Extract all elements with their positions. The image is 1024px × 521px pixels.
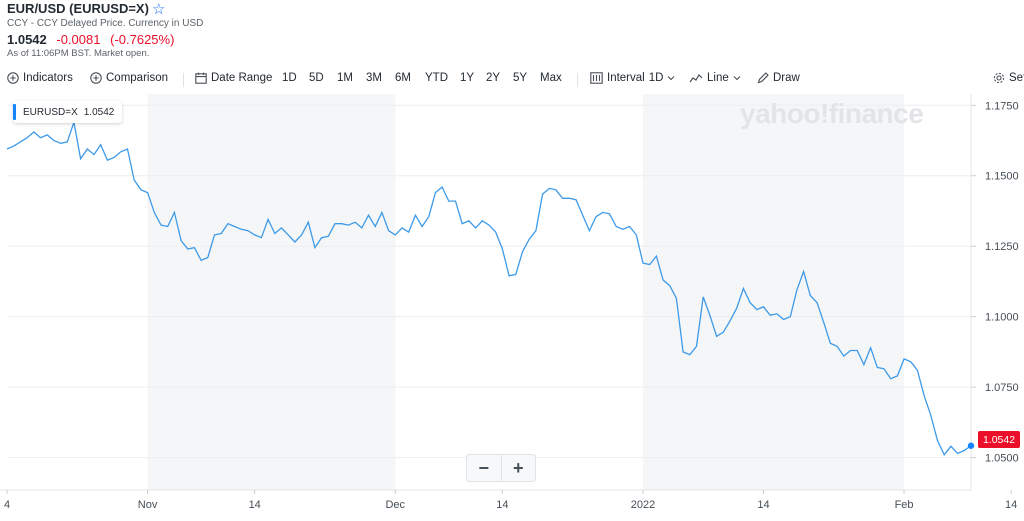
current-price: 1.0542: [7, 32, 47, 47]
x-tick-label: 14: [757, 499, 769, 511]
indicators-button[interactable]: Indicators: [7, 72, 73, 84]
y-axis-labels: 1.0500 1.0750 1.1000 1.1250 1.1500 1.1750: [985, 100, 1019, 464]
draw-button[interactable]: Draw: [757, 72, 800, 84]
range-5d-button[interactable]: 5D: [309, 72, 324, 84]
page-title: EUR/USD (EURUSD=X): [7, 1, 149, 16]
price-change: -0.0081: [56, 32, 101, 47]
chart-toolbar: Indicators Comparison Date Range 1D 5D 1…: [0, 66, 1024, 94]
price-change-percent: (-0.7625%): [110, 32, 175, 47]
y-tick-label: 1.1500: [985, 171, 1019, 183]
gear-icon: [993, 72, 1005, 84]
x-tick-label: 4: [4, 499, 10, 511]
yahoo-finance-watermark: yahoo!finance: [740, 98, 924, 129]
calendar-icon: [195, 72, 207, 84]
price-chart[interactable]: 1.0500 1.0750 1.1000 1.1250 1.1500 1.1750 4 No…: [0, 94, 1024, 521]
draw-label: Draw: [773, 72, 800, 84]
plus-circle-icon: [7, 72, 19, 84]
quote-subtitle: CCY - CCY Delayed Price. Currency in USD: [7, 18, 204, 29]
settings-button[interactable]: Set: [993, 72, 1024, 84]
x-axis-labels: 4Nov14Dec14202214Feb14Mar14Apr14May: [4, 490, 1017, 511]
last-price-label: 1.0542: [978, 431, 1020, 448]
range-6m-button[interactable]: 6M: [395, 72, 411, 84]
zoom-out-button[interactable]: −: [467, 455, 502, 481]
period-band: [147, 94, 396, 490]
interval-dropdown[interactable]: Interval 1D: [590, 72, 675, 84]
star-icon[interactable]: ☆: [152, 1, 166, 18]
price-line-series: [6, 121, 972, 457]
last-price-dot: [967, 442, 975, 449]
range-max-button[interactable]: Max: [540, 72, 562, 84]
y-tick-label: 1.1750: [985, 100, 1019, 112]
interval-value: 1D: [648, 72, 664, 84]
range-ytd-button[interactable]: YTD: [425, 72, 448, 84]
comparison-button[interactable]: Comparison: [90, 72, 168, 84]
x-tick-label: Feb: [895, 499, 914, 511]
zoom-in-button[interactable]: +: [512, 457, 524, 478]
date-range-button[interactable]: Date Range: [195, 72, 272, 84]
date-range-label: Date Range: [211, 72, 273, 84]
x-tick-label: 14: [1005, 499, 1017, 511]
line-chart-icon: [689, 74, 703, 83]
comparison-label: Comparison: [106, 72, 168, 84]
x-tick-label: 14: [496, 499, 508, 511]
range-1d-button[interactable]: 1D: [282, 72, 297, 84]
x-tick-label: 14: [249, 499, 261, 511]
zoom-controls: − +: [466, 454, 536, 482]
interval-label: Interval: [607, 72, 645, 84]
legend-value: 1.0542: [83, 106, 115, 118]
x-tick-label: Dec: [385, 499, 405, 511]
x-tick-label: Nov: [138, 499, 158, 511]
plus-circle-icon: [90, 72, 102, 84]
indicators-label: Indicators: [23, 72, 73, 84]
toolbar-divider: [577, 73, 578, 87]
settings-label: Set: [1009, 72, 1024, 84]
market-status: As of 11:06PM BST. Market open.: [7, 48, 150, 59]
chart-type-label: Line: [707, 72, 729, 84]
candlestick-icon: [590, 72, 603, 84]
legend-color-bar: [13, 104, 16, 120]
range-1m-button[interactable]: 1M: [337, 72, 353, 84]
period-band: [642, 94, 905, 490]
toolbar-divider: [183, 73, 184, 87]
range-2y-button[interactable]: 2Y: [486, 72, 501, 84]
price-line: 1.0542 -0.0081 (-0.7625%): [7, 32, 174, 47]
y-tick-label: 1.1000: [985, 312, 1019, 324]
range-1y-button[interactable]: 1Y: [460, 72, 475, 84]
range-5y-button[interactable]: 5Y: [513, 72, 528, 84]
chevron-down-icon: [733, 76, 741, 81]
x-tick-label: 2022: [631, 499, 655, 511]
y-tick-label: 1.1250: [985, 241, 1019, 253]
period-bands: [147, 94, 905, 490]
range-3m-button[interactable]: 3M: [366, 72, 382, 84]
chart-type-dropdown[interactable]: Line: [689, 72, 741, 84]
pencil-icon: [757, 72, 769, 84]
series-legend: EURUSD=X 1.0542: [13, 101, 123, 123]
y-tick-label: 1.0750: [985, 382, 1019, 394]
chevron-down-icon: [668, 76, 675, 81]
y-tick-label: 1.0500: [985, 453, 1019, 465]
gridlines: [0, 94, 976, 491]
legend-symbol: EURUSD=X: [23, 106, 78, 118]
